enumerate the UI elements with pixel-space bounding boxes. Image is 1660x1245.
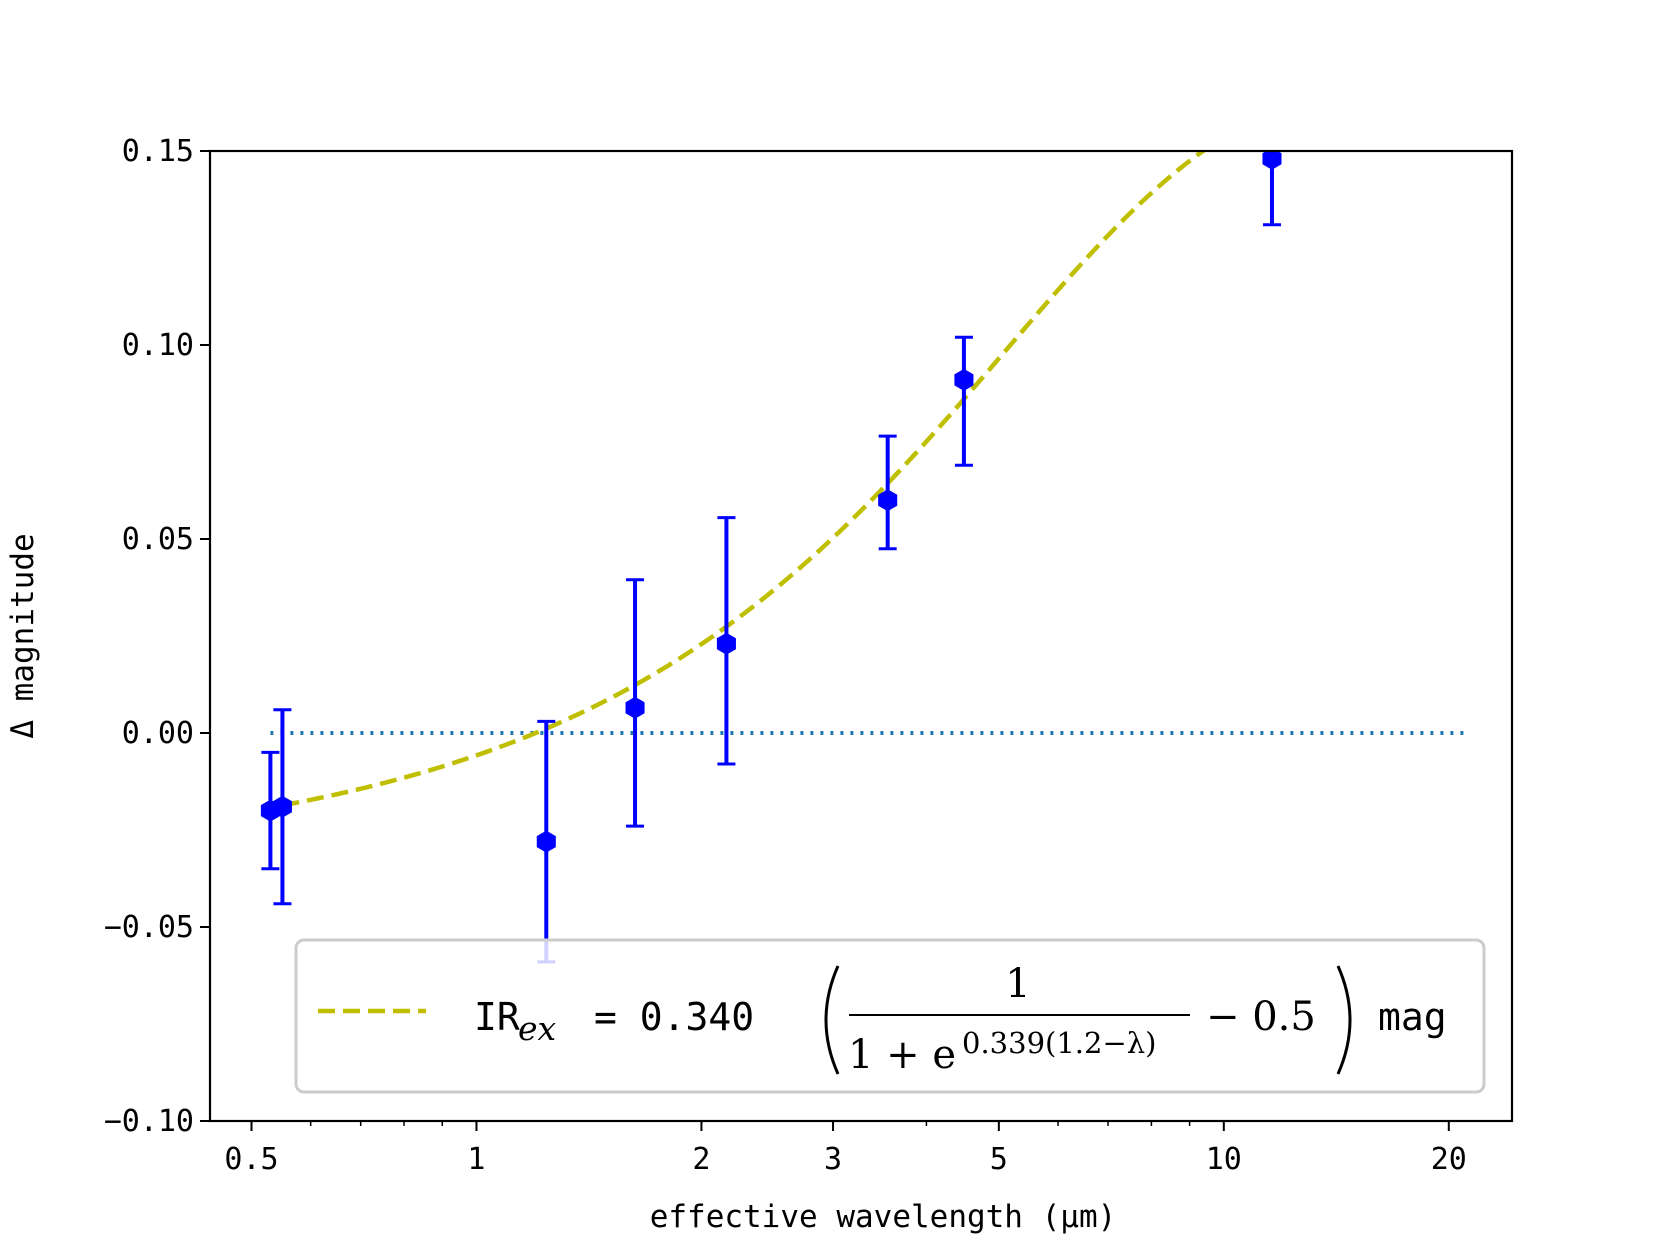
legend-exponent: 0.339(1.2−λ) <box>962 1026 1156 1060</box>
data-point <box>536 830 556 853</box>
y-tick-label: −0.10 <box>104 1104 194 1139</box>
x-tick-label: 1 <box>467 1142 485 1177</box>
x-tick-label: 10 <box>1206 1142 1242 1177</box>
plot-frame <box>208 149 1514 1123</box>
legend-label-suffix: mag <box>1378 995 1447 1039</box>
legend-minus-term: − 0.5 <box>1206 994 1316 1040</box>
y-tick-label: 0.15 <box>122 134 194 169</box>
x-axis-label: effective wavelength (μm) <box>650 1199 1117 1235</box>
ticks-layer: 0.5 1 2 3 5 10 20 −0.10 −0.05 0.00 0.05 0.10 0.15 <box>104 134 1467 1177</box>
data-point <box>716 632 736 655</box>
data-point <box>1262 151 1282 170</box>
legend-label-prefix: IR <box>474 995 520 1039</box>
legend: IR ex = 0.340 1 1 + e 0.339(1.2−λ) − 0.5… <box>294 938 1486 1094</box>
x-tick-label: 20 <box>1431 1142 1467 1177</box>
data-point <box>954 368 974 391</box>
x-tick-label: 0.5 <box>224 1142 278 1177</box>
model-curve-layer <box>282 151 1207 808</box>
y-tick-label: 0.05 <box>122 522 194 557</box>
legend-numerator: 1 <box>1005 961 1030 1007</box>
y-axis-label: Δ magnitude <box>5 533 41 738</box>
data-point <box>878 489 898 512</box>
y-tick-label: 0.00 <box>122 716 194 751</box>
data-point <box>625 696 645 719</box>
data-point <box>272 795 292 818</box>
legend-denominator-base: 1 + e <box>848 1032 956 1078</box>
model-curve <box>282 151 1207 808</box>
x-tick-label: 2 <box>692 1142 710 1177</box>
legend-label-equals: = 0.340 <box>594 995 754 1039</box>
legend-left-paren <box>824 965 840 1075</box>
data-points-layer <box>260 151 1282 964</box>
legend-label-subscript: ex <box>518 1009 557 1048</box>
y-tick-label: 0.10 <box>122 328 194 363</box>
legend-right-paren <box>1336 965 1352 1075</box>
x-tick-label: 5 <box>990 1142 1008 1177</box>
y-tick-label: −0.05 <box>104 910 194 945</box>
x-tick-label: 3 <box>824 1142 842 1177</box>
